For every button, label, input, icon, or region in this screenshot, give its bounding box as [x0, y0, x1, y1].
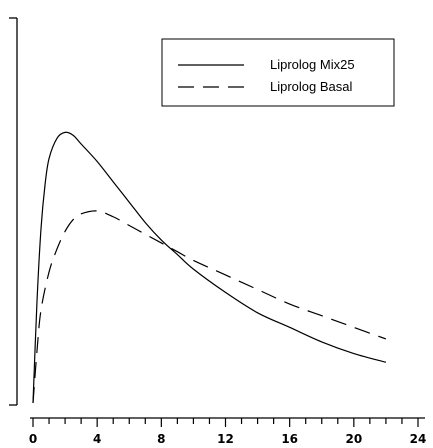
x-axis-tick-labels: 0 4 8 12 16 20 24: [29, 432, 427, 446]
x-tick-label: 20: [345, 432, 362, 446]
legend-box: [161, 38, 395, 107]
x-tick-label: 12: [217, 432, 234, 446]
x-axis-ticks: [32, 418, 419, 427]
legend-label-series-0: Liprolog Mix25: [270, 57, 355, 72]
legend-label-series-1: Liprolog Basal: [270, 79, 352, 94]
x-tick-label: 8: [157, 432, 165, 446]
x-tick-label: 0: [29, 432, 37, 446]
series-line-0: [32, 131, 387, 404]
legend: Liprolog Mix25 Liprolog Basal: [161, 38, 395, 107]
x-tick-label: 24: [410, 432, 427, 446]
x-tick-label: 4: [93, 432, 101, 446]
x-tick-label: 16: [281, 432, 298, 446]
series-layer: [32, 131, 387, 404]
series-line-1: [32, 210, 387, 404]
